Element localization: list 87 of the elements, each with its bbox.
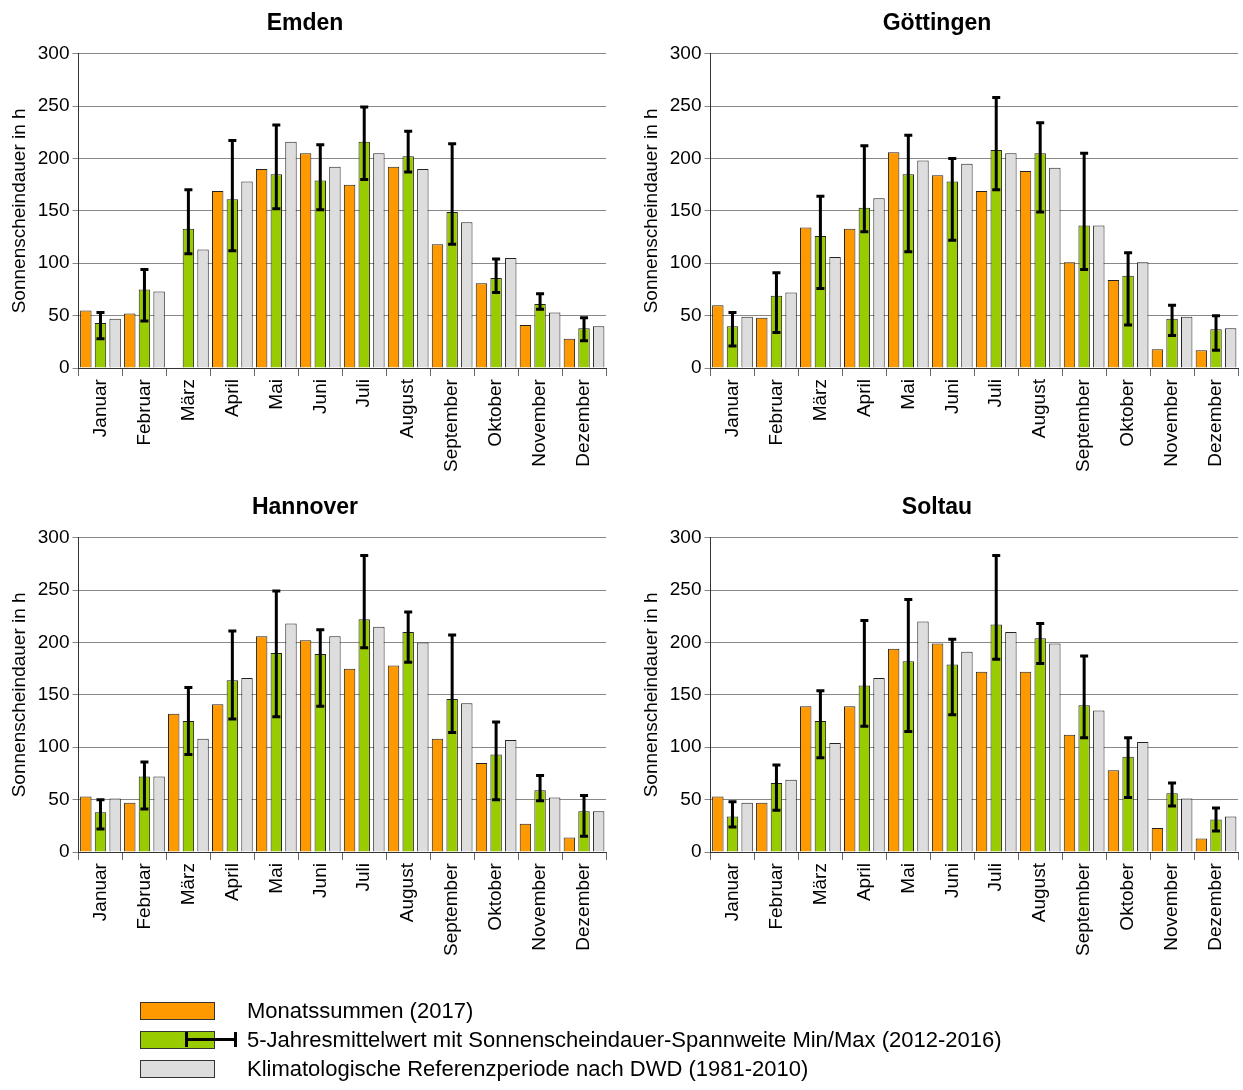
x-tick-label: Oktober bbox=[1116, 862, 1138, 931]
x-tick-label: Februar bbox=[132, 378, 154, 446]
y-axis-title: Sonnenscheindauer in h bbox=[7, 592, 29, 798]
x-tick-label: Dezember bbox=[1204, 378, 1226, 467]
x-tick-label: Januar bbox=[88, 862, 110, 922]
x-tick-label: August bbox=[396, 378, 418, 439]
y-tick-label: 300 bbox=[37, 41, 70, 63]
y-tick-label: 100 bbox=[669, 251, 702, 273]
x-tick-label: September bbox=[1072, 378, 1094, 473]
legend-label: Monatssummen (2017) bbox=[247, 997, 474, 1023]
x-tick-label: August bbox=[396, 862, 418, 923]
y-tick-label: 0 bbox=[58, 356, 70, 378]
x-tick-label: Juli bbox=[984, 379, 1006, 408]
x-tick-label: Februar bbox=[764, 378, 786, 446]
x-tick-label: Februar bbox=[764, 862, 786, 930]
y-tick-label: 0 bbox=[690, 356, 702, 378]
x-tick-label: November bbox=[1160, 378, 1182, 467]
x-tick-label: Dezember bbox=[1204, 862, 1226, 951]
y-tick-label: 150 bbox=[37, 683, 70, 705]
x-tick-label: September bbox=[440, 862, 462, 957]
y-tick-label: 200 bbox=[37, 146, 70, 168]
x-tick-label: April bbox=[220, 863, 242, 902]
y-tick-label: 250 bbox=[37, 578, 70, 600]
y-tick-label: 250 bbox=[669, 578, 702, 600]
y-tick-label: 200 bbox=[37, 630, 70, 652]
y-tick-label: 50 bbox=[48, 303, 70, 325]
x-tick-label: Januar bbox=[720, 378, 742, 438]
y-tick-label: 200 bbox=[669, 146, 702, 168]
x-tick-label: Dezember bbox=[572, 378, 594, 467]
x-tick-label: März bbox=[176, 863, 198, 906]
x-tick-label: Oktober bbox=[1116, 378, 1138, 447]
x-tick-label: April bbox=[852, 379, 874, 418]
x-tick-label: Juli bbox=[352, 379, 374, 408]
y-tick-label: 300 bbox=[669, 41, 702, 63]
y-tick-label: 0 bbox=[690, 840, 702, 862]
y-tick-label: 50 bbox=[680, 303, 702, 325]
y-tick-label: 250 bbox=[37, 94, 70, 116]
x-tick-label: November bbox=[1160, 862, 1182, 951]
y-tick-label: 300 bbox=[37, 525, 70, 547]
x-tick-label: September bbox=[440, 378, 462, 473]
legend-label: Klimatologische Referenzperiode nach DWD (1981-2010) bbox=[247, 1055, 809, 1081]
chart-title: Hannover bbox=[251, 493, 359, 520]
x-tick-label: Dezember bbox=[572, 862, 594, 951]
y-tick-label: 150 bbox=[37, 199, 70, 221]
y-tick-label: 100 bbox=[37, 251, 70, 273]
y-tick-label: 100 bbox=[37, 735, 70, 757]
y-axis-title: Sonnenscheindauer in h bbox=[639, 108, 661, 314]
y-tick-label: 200 bbox=[669, 630, 702, 652]
x-tick-label: Juli bbox=[984, 863, 1006, 892]
x-tick-label: Mai bbox=[264, 379, 286, 410]
x-tick-label: Januar bbox=[88, 378, 110, 438]
y-tick-label: 150 bbox=[669, 683, 702, 705]
x-tick-label: März bbox=[808, 863, 830, 906]
chart-title: Göttingen bbox=[882, 9, 992, 36]
x-tick-label: August bbox=[1028, 378, 1050, 439]
y-tick-label: 300 bbox=[669, 525, 702, 547]
x-tick-label: März bbox=[176, 379, 198, 422]
x-tick-label: Mai bbox=[896, 863, 918, 894]
x-tick-label: November bbox=[528, 378, 550, 467]
y-tick-label: 0 bbox=[58, 840, 70, 862]
y-tick-label: 50 bbox=[48, 787, 70, 809]
y-tick-label: 150 bbox=[669, 199, 702, 221]
legend-label: 5-Jahresmittelwert mit Sonnenscheindauer-Spannweite Min/Max (2012-2016) bbox=[247, 1026, 1002, 1052]
x-tick-label: November bbox=[528, 862, 550, 951]
x-tick-label: Juni bbox=[308, 379, 330, 414]
x-tick-label: September bbox=[1072, 862, 1094, 957]
x-tick-label: April bbox=[852, 863, 874, 902]
chart-title: Emden bbox=[266, 9, 344, 36]
x-tick-label: Juni bbox=[940, 379, 962, 414]
x-tick-label: Januar bbox=[720, 862, 742, 922]
y-tick-label: 50 bbox=[680, 787, 702, 809]
y-axis-title: Sonnenscheindauer in h bbox=[639, 592, 661, 798]
chart-title: Soltau bbox=[901, 493, 973, 520]
x-tick-label: April bbox=[220, 379, 242, 418]
x-tick-label: März bbox=[808, 379, 830, 422]
x-tick-label: Juni bbox=[940, 863, 962, 898]
x-tick-label: Mai bbox=[896, 379, 918, 410]
x-tick-label: Mai bbox=[264, 863, 286, 894]
x-tick-label: Oktober bbox=[484, 862, 506, 931]
y-tick-label: 100 bbox=[669, 735, 702, 757]
x-tick-label: August bbox=[1028, 862, 1050, 923]
x-tick-label: Juli bbox=[352, 863, 374, 892]
y-tick-label: 250 bbox=[669, 94, 702, 116]
x-tick-label: Oktober bbox=[484, 378, 506, 447]
y-axis-title: Sonnenscheindauer in h bbox=[7, 108, 29, 314]
x-tick-label: Februar bbox=[132, 862, 154, 930]
x-tick-label: Juni bbox=[308, 863, 330, 898]
